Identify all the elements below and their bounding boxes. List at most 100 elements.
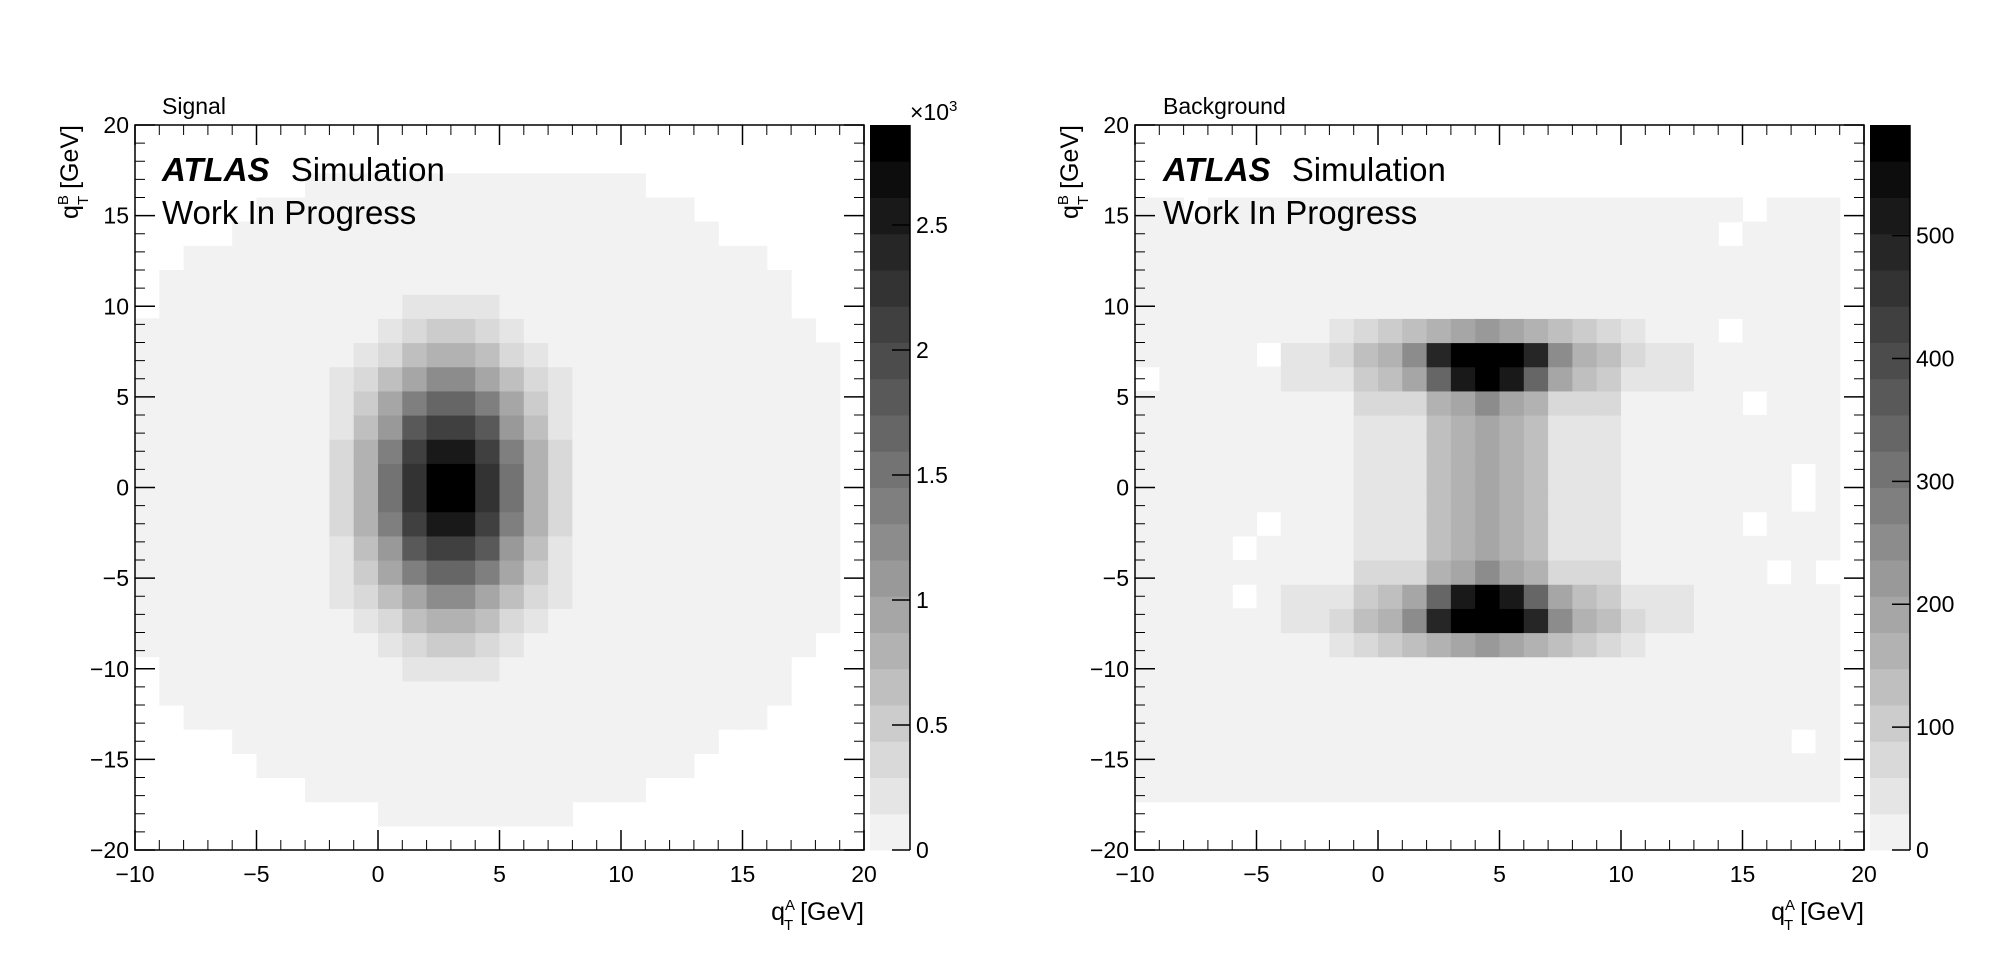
heatmap-cell bbox=[1305, 487, 1330, 513]
heatmap-cell bbox=[1645, 463, 1671, 489]
heatmap-cell bbox=[1621, 197, 1646, 223]
heatmap-cell bbox=[742, 294, 768, 319]
heatmap-cell bbox=[402, 753, 428, 779]
heatmap-cell bbox=[1207, 342, 1233, 368]
heatmap-cell bbox=[645, 221, 671, 247]
heatmap-cell bbox=[1305, 753, 1330, 779]
heatmap-cell bbox=[1499, 680, 1525, 706]
heatmap-cell bbox=[159, 608, 185, 634]
heatmap-cell bbox=[232, 463, 258, 489]
heatmap-cell bbox=[256, 245, 282, 271]
heatmap-cell bbox=[1815, 729, 1841, 754]
heatmap-cell bbox=[232, 584, 258, 609]
heatmap-cell bbox=[1232, 270, 1258, 295]
colorbar-segment bbox=[1870, 560, 1910, 597]
heatmap-cell bbox=[1572, 221, 1598, 247]
heatmap-cell bbox=[1718, 777, 1744, 803]
heatmap-cell bbox=[402, 608, 428, 634]
heatmap-cell bbox=[548, 656, 573, 682]
heatmap-cell bbox=[329, 342, 355, 368]
heatmap-cell bbox=[1475, 584, 1501, 609]
heatmap-cell bbox=[1378, 270, 1403, 295]
colorbar-segment bbox=[870, 451, 910, 488]
heatmap-cell bbox=[183, 705, 209, 730]
heatmap-cell bbox=[718, 342, 744, 368]
heatmap-cell bbox=[1280, 463, 1306, 489]
heatmap-cell bbox=[1621, 632, 1646, 658]
heatmap-cell bbox=[402, 342, 428, 368]
heatmap-cell bbox=[1378, 729, 1403, 754]
y-tick-label: 15 bbox=[103, 203, 129, 229]
heatmap-cell bbox=[329, 173, 355, 199]
heatmap-cell bbox=[305, 415, 330, 440]
heatmap-cell bbox=[766, 415, 792, 440]
heatmap-cell bbox=[353, 270, 379, 295]
heatmap-cell bbox=[378, 221, 403, 247]
heatmap-cell bbox=[548, 366, 573, 392]
heatmap-cell bbox=[718, 511, 744, 537]
heatmap-cell bbox=[353, 753, 379, 779]
colorbar-segment bbox=[1870, 813, 1910, 851]
heatmap-cell bbox=[596, 487, 622, 513]
heatmap-cell bbox=[1523, 680, 1549, 706]
heatmap-cell bbox=[329, 608, 355, 634]
heatmap-cell bbox=[523, 245, 549, 271]
heatmap-cell bbox=[1135, 318, 1160, 344]
heatmap-cell bbox=[1475, 680, 1501, 706]
heatmap-cell bbox=[1426, 632, 1452, 658]
heatmap-cell bbox=[1742, 535, 1768, 561]
heatmap-cell bbox=[1499, 245, 1525, 271]
heatmap-cell bbox=[815, 390, 841, 416]
heatmap-cell bbox=[1207, 680, 1233, 706]
heatmap-cells bbox=[1135, 197, 1841, 803]
heatmap-cell bbox=[1475, 777, 1501, 803]
heatmap-cell bbox=[280, 366, 306, 392]
heatmap-cell bbox=[159, 680, 185, 706]
heatmap-cell bbox=[572, 173, 598, 199]
heatmap-cell bbox=[232, 511, 258, 537]
heatmap-cell bbox=[621, 560, 646, 585]
heatmap-cell bbox=[207, 487, 233, 513]
heatmap-cell bbox=[742, 439, 768, 464]
heatmap-cell bbox=[256, 656, 282, 682]
heatmap-cell bbox=[1596, 560, 1622, 585]
heatmap-cell bbox=[1402, 415, 1428, 440]
heatmap-cell bbox=[1329, 390, 1355, 416]
heatmap-cell bbox=[353, 463, 379, 489]
heatmap-cell bbox=[499, 535, 525, 561]
heatmap-cell bbox=[280, 415, 306, 440]
heatmap-cell bbox=[1742, 366, 1768, 392]
heatmap-cell bbox=[1596, 197, 1622, 223]
heatmap-cell bbox=[1645, 535, 1671, 561]
heatmap-cell bbox=[378, 318, 403, 344]
heatmap-cell bbox=[1548, 535, 1573, 561]
heatmap-cell bbox=[645, 705, 671, 730]
heatmap-cell bbox=[207, 560, 233, 585]
heatmap-cell bbox=[1596, 318, 1622, 344]
heatmap-cell bbox=[159, 560, 185, 585]
heatmap-cell bbox=[475, 656, 501, 682]
heatmap-cell bbox=[1402, 729, 1428, 754]
heatmap-cell bbox=[1280, 342, 1306, 368]
heatmap-cell bbox=[499, 560, 525, 585]
heatmap-cell bbox=[1353, 415, 1379, 440]
heatmap-cell bbox=[207, 390, 233, 416]
heatmap-cell bbox=[426, 511, 452, 537]
heatmap-cell bbox=[402, 245, 428, 271]
heatmap-cell bbox=[523, 221, 549, 247]
heatmap-cell bbox=[378, 584, 403, 609]
heatmap-cell bbox=[669, 632, 695, 658]
heatmap-cell bbox=[1305, 342, 1330, 368]
heatmap-cell bbox=[183, 511, 209, 537]
heatmap-cell bbox=[1621, 584, 1646, 609]
colorbar-segment bbox=[870, 233, 910, 271]
heatmap-cell bbox=[1207, 221, 1233, 247]
heatmap-cell bbox=[1135, 342, 1160, 368]
heatmap-cell bbox=[183, 463, 209, 489]
heatmap-cell bbox=[1791, 245, 1816, 271]
heatmap-cell bbox=[1232, 705, 1258, 730]
heatmap-cell bbox=[450, 342, 476, 368]
heatmap-cell bbox=[1669, 777, 1695, 803]
y-tick-label: −5 bbox=[1103, 565, 1129, 591]
